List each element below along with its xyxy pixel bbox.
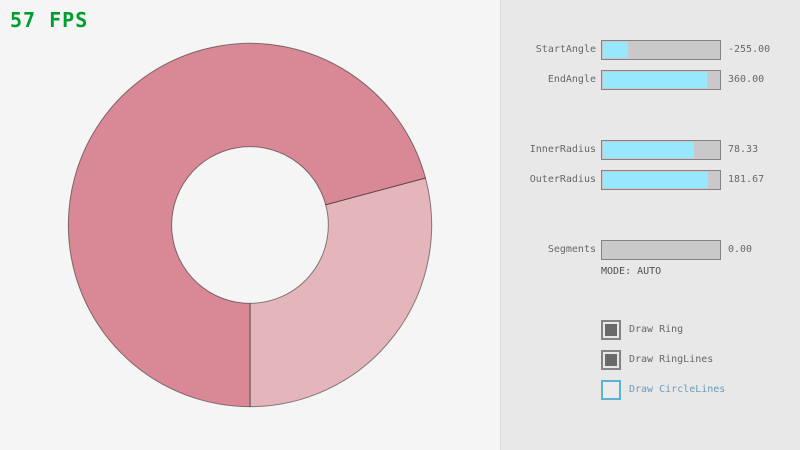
slider-bar-segments[interactable] [601,240,721,260]
slider-value-segments: 0.00 [728,244,753,255]
checkbox-draw-circlelines[interactable] [601,380,621,400]
slider-row-startangle: StartAngle -255.00 [501,40,800,60]
controls-panel: StartAngle -255.00 EndAngle 360.00 InnerRadi… [500,0,800,450]
checkbox-row-draw-ringlines: Draw RingLines [501,350,800,370]
slider-label-outerradius: OuterRadius [529,174,596,185]
slider-row-outerradius: OuterRadius 181.67 [501,170,800,190]
slider-bar-innerradius[interactable] [601,140,721,160]
slider-label-endangle: EndAngle [547,74,596,85]
checkbox-label-draw-ringlines: Draw RingLines [629,354,714,365]
slider-row-innerradius: InnerRadius 78.33 [501,140,800,160]
slider-fill-startangle [603,42,629,58]
mode-label: MODE: AUTO [601,266,662,277]
slider-bar-startangle[interactable] [601,40,721,60]
slider-fill-outerradius [603,172,709,188]
ring-sector-double-pass [67,42,427,408]
checkbox-draw-ringlines[interactable] [601,350,621,370]
slider-value-innerradius: 78.33 [728,144,759,155]
checkbox-label-draw-ring: Draw Ring [629,324,684,335]
slider-value-startangle: -255.00 [728,44,771,55]
slider-bar-endangle[interactable] [601,70,721,90]
checkbox-row-draw-ring: Draw Ring [501,320,800,340]
checkbox-row-draw-circlelines: Draw CircleLines [501,380,800,400]
slider-label-innerradius: InnerRadius [529,144,596,155]
ring-canvas: 57 FPS [10,8,433,408]
checkbox-draw-ring[interactable] [601,320,621,340]
checkbox-label-draw-circlelines: Draw CircleLines [629,384,726,395]
slider-row-segments: Segments 0.00 [501,240,800,260]
slider-row-endangle: EndAngle 360.00 [501,70,800,90]
slider-fill-endangle [603,72,708,88]
checkmark-icon [605,354,617,366]
slider-label-segments: Segments [547,244,596,255]
fps-counter: 57 FPS [10,8,89,32]
checkmark-icon [605,324,617,336]
slider-value-outerradius: 181.67 [728,174,765,185]
ring-sector-single-pass [249,177,433,408]
slider-bar-outerradius[interactable] [601,170,721,190]
slider-value-endangle: 360.00 [728,74,765,85]
slider-label-startangle: StartAngle [535,44,596,55]
slider-fill-innerradius [603,142,694,158]
ring-drawing [67,42,433,408]
